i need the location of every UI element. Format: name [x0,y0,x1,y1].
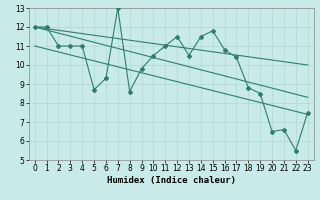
X-axis label: Humidex (Indice chaleur): Humidex (Indice chaleur) [107,176,236,185]
